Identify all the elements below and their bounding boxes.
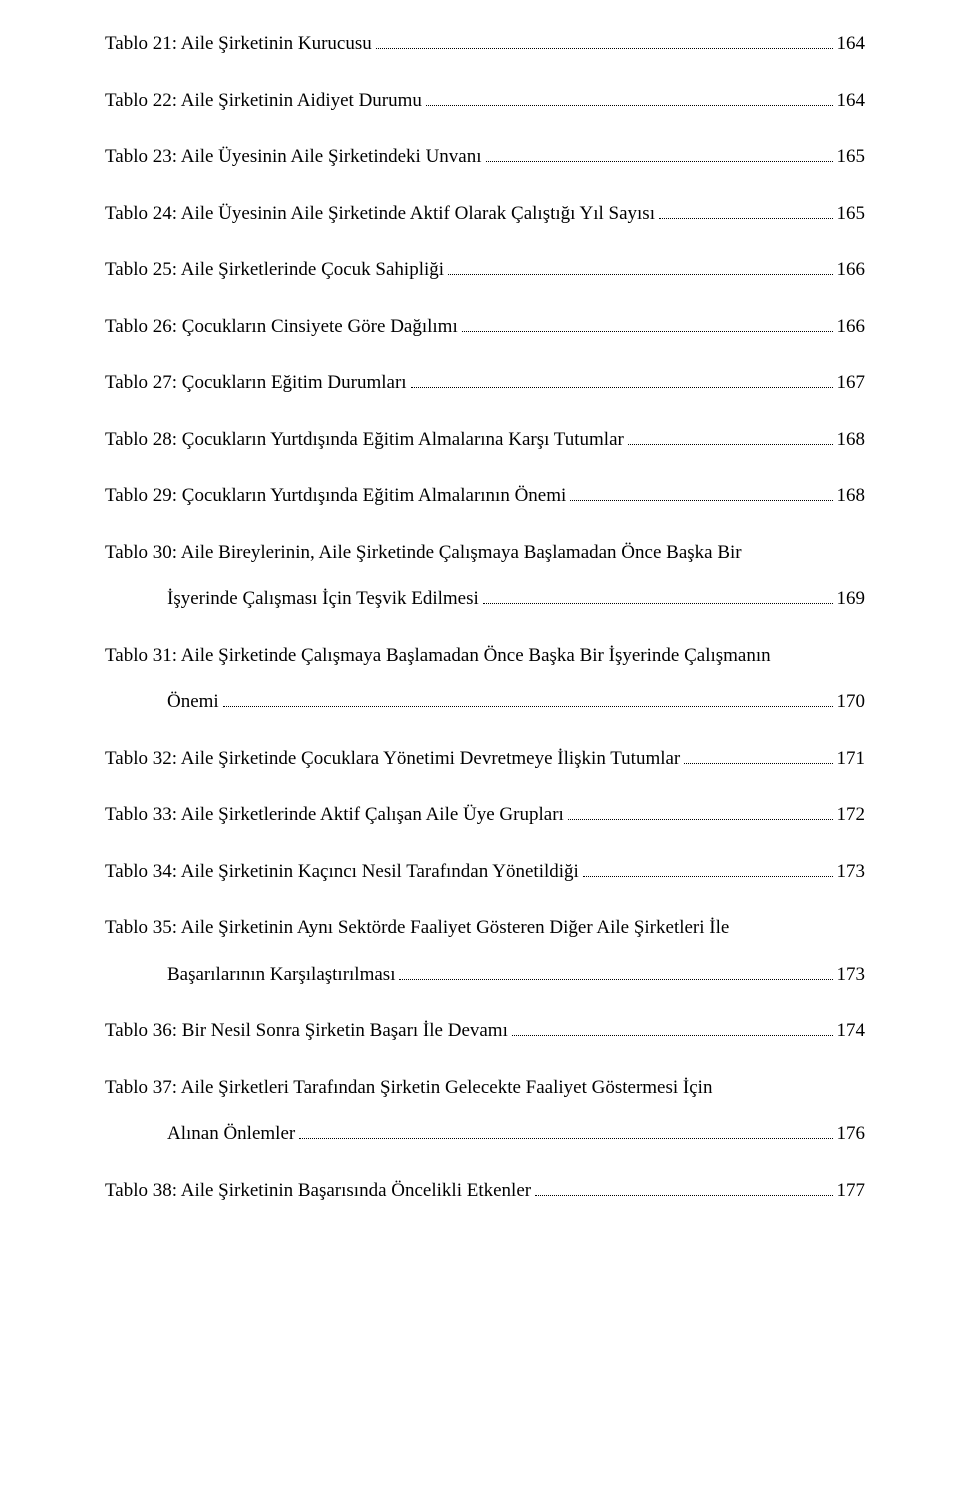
toc-leader-dots: [483, 603, 833, 604]
toc-page-number: 174: [837, 1017, 866, 1046]
toc-line: Tablo 30: Aile Bireylerinin, Aile Şirket…: [105, 539, 865, 568]
toc-continuation: Önemi 170: [105, 688, 865, 717]
toc-leader-dots: [568, 819, 833, 820]
toc-leader-dots: [426, 105, 833, 106]
toc-entry: Tablo 31: Aile Şirketinde Çalışmaya Başl…: [105, 642, 865, 717]
toc-page-number: 173: [837, 858, 866, 887]
toc-leader-dots: [299, 1138, 832, 1139]
toc-leader-dots: [462, 331, 833, 332]
toc-entry: Tablo 24: Aile Üyesinin Aile Şirketinde …: [105, 200, 865, 229]
toc-line: Tablo 37: Aile Şirketleri Tarafından Şir…: [105, 1074, 865, 1103]
toc-title: Tablo 31: Aile Şirketinde Çalışmaya Başl…: [105, 642, 771, 671]
toc-title: Tablo 28: Çocukların Yurtdışında Eğitim …: [105, 426, 624, 455]
toc-page-number: 164: [837, 87, 866, 116]
toc-line: Tablo 27: Çocukların Eğitim Durumları 167: [105, 369, 865, 398]
toc-page-number: 168: [837, 426, 866, 455]
toc-line: Tablo 23: Aile Üyesinin Aile Şirketindek…: [105, 143, 865, 172]
toc-page-number: 177: [837, 1177, 866, 1206]
toc-entry: Tablo 36: Bir Nesil Sonra Şirketin Başar…: [105, 1017, 865, 1046]
toc-entry: Tablo 27: Çocukların Eğitim Durumları 167: [105, 369, 865, 398]
toc-entry: Tablo 23: Aile Üyesinin Aile Şirketindek…: [105, 143, 865, 172]
toc-leader-dots: [399, 979, 832, 980]
toc-entry: Tablo 29: Çocukların Yurtdışında Eğitim …: [105, 482, 865, 511]
toc-entry: Tablo 22: Aile Şirketinin Aidiyet Durumu…: [105, 87, 865, 116]
toc-title: Tablo 25: Aile Şirketlerinde Çocuk Sahip…: [105, 256, 444, 285]
toc-entry: Tablo 35: Aile Şirketinin Aynı Sektörde …: [105, 914, 865, 989]
toc-title: Tablo 26: Çocukların Cinsiyete Göre Dağı…: [105, 313, 458, 342]
toc-line: Tablo 24: Aile Üyesinin Aile Şirketinde …: [105, 200, 865, 229]
toc-title: Tablo 24: Aile Üyesinin Aile Şirketinde …: [105, 200, 655, 229]
toc-entry: Tablo 32: Aile Şirketinde Çocuklara Yöne…: [105, 745, 865, 774]
toc-page-number: 168: [837, 482, 866, 511]
toc-continuation-text: İşyerinde Çalışması İçin Teşvik Edilmesi: [167, 585, 479, 614]
toc-page-number: 167: [837, 369, 866, 398]
toc-title: Tablo 29: Çocukların Yurtdışında Eğitim …: [105, 482, 566, 511]
toc-page-number: 165: [837, 143, 866, 172]
toc-line: Tablo 33: Aile Şirketlerinde Aktif Çalış…: [105, 801, 865, 830]
toc-page-number: 176: [837, 1120, 866, 1149]
toc-continuation-text: Başarılarının Karşılaştırılması: [167, 961, 395, 990]
toc-leader-dots: [570, 500, 832, 501]
toc-line: Tablo 21: Aile Şirketinin Kurucusu 164: [105, 30, 865, 59]
toc-entry: Tablo 34: Aile Şirketinin Kaçıncı Nesil …: [105, 858, 865, 887]
toc-continuation-text: Önemi: [167, 688, 219, 717]
toc-title: Tablo 21: Aile Şirketinin Kurucusu: [105, 30, 372, 59]
toc-leader-dots: [411, 387, 833, 388]
toc-title: Tablo 23: Aile Üyesinin Aile Şirketindek…: [105, 143, 482, 172]
toc-page-number: 170: [837, 688, 866, 717]
toc-line: Tablo 29: Çocukların Yurtdışında Eğitim …: [105, 482, 865, 511]
toc-continuation: İşyerinde Çalışması İçin Teşvik Edilmesi…: [105, 585, 865, 614]
toc-leader-dots: [659, 218, 833, 219]
toc-line: Tablo 35: Aile Şirketinin Aynı Sektörde …: [105, 914, 865, 943]
toc-leader-dots: [583, 876, 833, 877]
toc-title: Tablo 33: Aile Şirketlerinde Aktif Çalış…: [105, 801, 564, 830]
toc-title: Tablo 34: Aile Şirketinin Kaçıncı Nesil …: [105, 858, 579, 887]
toc-page-number: 173: [837, 961, 866, 990]
toc-leader-dots: [512, 1035, 833, 1036]
toc-line: Tablo 28: Çocukların Yurtdışında Eğitim …: [105, 426, 865, 455]
toc-title: Tablo 35: Aile Şirketinin Aynı Sektörde …: [105, 914, 729, 943]
toc-title: Tablo 27: Çocukların Eğitim Durumları: [105, 369, 407, 398]
toc-line: Tablo 26: Çocukların Cinsiyete Göre Dağı…: [105, 313, 865, 342]
toc-page-number: 165: [837, 200, 866, 229]
toc-leader-dots: [448, 274, 832, 275]
toc-title: Tablo 37: Aile Şirketleri Tarafından Şir…: [105, 1074, 712, 1103]
toc-title: Tablo 30: Aile Bireylerinin, Aile Şirket…: [105, 539, 742, 568]
toc-entry: Tablo 38: Aile Şirketinin Başarısında Ön…: [105, 1177, 865, 1206]
toc-page-number: 169: [837, 585, 866, 614]
toc-entry: Tablo 30: Aile Bireylerinin, Aile Şirket…: [105, 539, 865, 614]
toc-entry: Tablo 28: Çocukların Yurtdışında Eğitim …: [105, 426, 865, 455]
toc-entry: Tablo 33: Aile Şirketlerinde Aktif Çalış…: [105, 801, 865, 830]
toc-page-number: 172: [837, 801, 866, 830]
toc-line: Tablo 36: Bir Nesil Sonra Şirketin Başar…: [105, 1017, 865, 1046]
toc-page-number: 164: [837, 30, 866, 59]
toc-leader-dots: [376, 48, 833, 49]
table-of-contents: Tablo 21: Aile Şirketinin Kurucusu164Tab…: [105, 30, 865, 1205]
toc-leader-dots: [535, 1195, 832, 1196]
toc-line: Tablo 22: Aile Şirketinin Aidiyet Durumu…: [105, 87, 865, 116]
toc-line: Tablo 32: Aile Şirketinde Çocuklara Yöne…: [105, 745, 865, 774]
toc-leader-dots: [684, 763, 832, 764]
toc-title: Tablo 38: Aile Şirketinin Başarısında Ön…: [105, 1177, 531, 1206]
toc-entry: Tablo 26: Çocukların Cinsiyete Göre Dağı…: [105, 313, 865, 342]
toc-line: Tablo 31: Aile Şirketinde Çalışmaya Başl…: [105, 642, 865, 671]
toc-continuation-text: Alınan Önlemler: [167, 1120, 295, 1149]
toc-title: Tablo 36: Bir Nesil Sonra Şirketin Başar…: [105, 1017, 508, 1046]
toc-continuation: Alınan Önlemler 176: [105, 1120, 865, 1149]
toc-title: Tablo 32: Aile Şirketinde Çocuklara Yöne…: [105, 745, 680, 774]
toc-page-number: 166: [837, 256, 866, 285]
toc-entry: Tablo 37: Aile Şirketleri Tarafından Şir…: [105, 1074, 865, 1149]
toc-continuation: Başarılarının Karşılaştırılması 173: [105, 961, 865, 990]
toc-entry: Tablo 21: Aile Şirketinin Kurucusu 164: [105, 30, 865, 59]
toc-leader-dots: [628, 444, 833, 445]
toc-line: Tablo 34: Aile Şirketinin Kaçıncı Nesil …: [105, 858, 865, 887]
toc-line: Tablo 38: Aile Şirketinin Başarısında Ön…: [105, 1177, 865, 1206]
toc-line: Tablo 25: Aile Şirketlerinde Çocuk Sahip…: [105, 256, 865, 285]
toc-leader-dots: [486, 161, 833, 162]
toc-title: Tablo 22: Aile Şirketinin Aidiyet Durumu: [105, 87, 422, 116]
toc-page-number: 166: [837, 313, 866, 342]
toc-page-number: 171: [837, 745, 866, 774]
toc-entry: Tablo 25: Aile Şirketlerinde Çocuk Sahip…: [105, 256, 865, 285]
toc-leader-dots: [223, 706, 833, 707]
